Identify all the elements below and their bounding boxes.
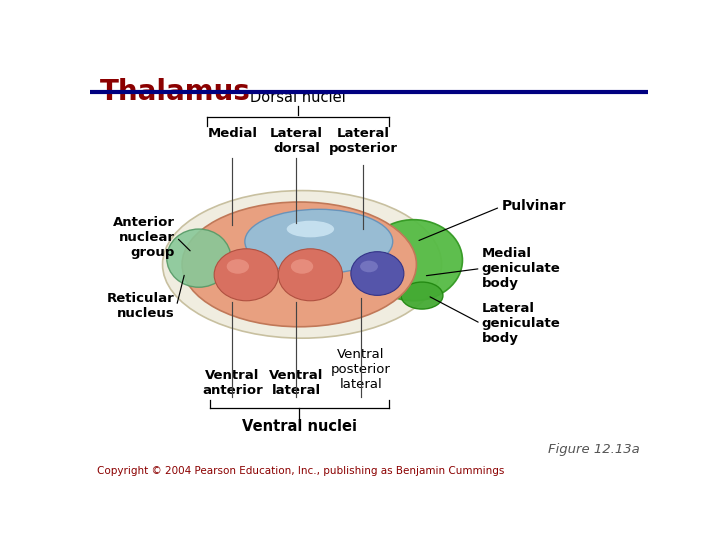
- Text: Ventral
lateral: Ventral lateral: [269, 369, 324, 397]
- Text: Reticular
nucleus: Reticular nucleus: [107, 292, 175, 320]
- Text: Dorsal nuclei: Dorsal nuclei: [250, 90, 346, 105]
- Ellipse shape: [365, 220, 462, 301]
- Text: Pulvinar: Pulvinar: [502, 199, 567, 213]
- Ellipse shape: [287, 221, 334, 238]
- Text: Lateral
geniculate
body: Lateral geniculate body: [482, 302, 560, 345]
- Text: Figure 12.13a: Figure 12.13a: [548, 443, 639, 456]
- Text: Thalamus: Thalamus: [100, 78, 251, 106]
- Ellipse shape: [227, 259, 249, 274]
- Ellipse shape: [401, 282, 443, 309]
- Text: Lateral
posterior: Lateral posterior: [329, 127, 398, 155]
- Ellipse shape: [279, 249, 343, 301]
- Ellipse shape: [167, 229, 231, 287]
- Ellipse shape: [245, 210, 392, 274]
- Text: Medial
geniculate
body: Medial geniculate body: [482, 247, 560, 290]
- Ellipse shape: [214, 249, 279, 301]
- Text: Ventral nuclei: Ventral nuclei: [242, 420, 356, 435]
- Text: Ventral
anterior: Ventral anterior: [202, 369, 263, 397]
- Ellipse shape: [291, 259, 313, 274]
- Text: Lateral
dorsal: Lateral dorsal: [270, 127, 323, 155]
- Text: Ventral
posterior
lateral: Ventral posterior lateral: [330, 348, 390, 391]
- Ellipse shape: [351, 252, 404, 295]
- Ellipse shape: [182, 202, 416, 327]
- Ellipse shape: [163, 191, 441, 338]
- Ellipse shape: [360, 261, 378, 272]
- Text: Medial: Medial: [207, 127, 257, 140]
- Text: Anterior
nuclear
group: Anterior nuclear group: [113, 216, 175, 259]
- Text: Copyright © 2004 Pearson Education, Inc., publishing as Benjamin Cummings: Copyright © 2004 Pearson Education, Inc.…: [96, 465, 504, 476]
